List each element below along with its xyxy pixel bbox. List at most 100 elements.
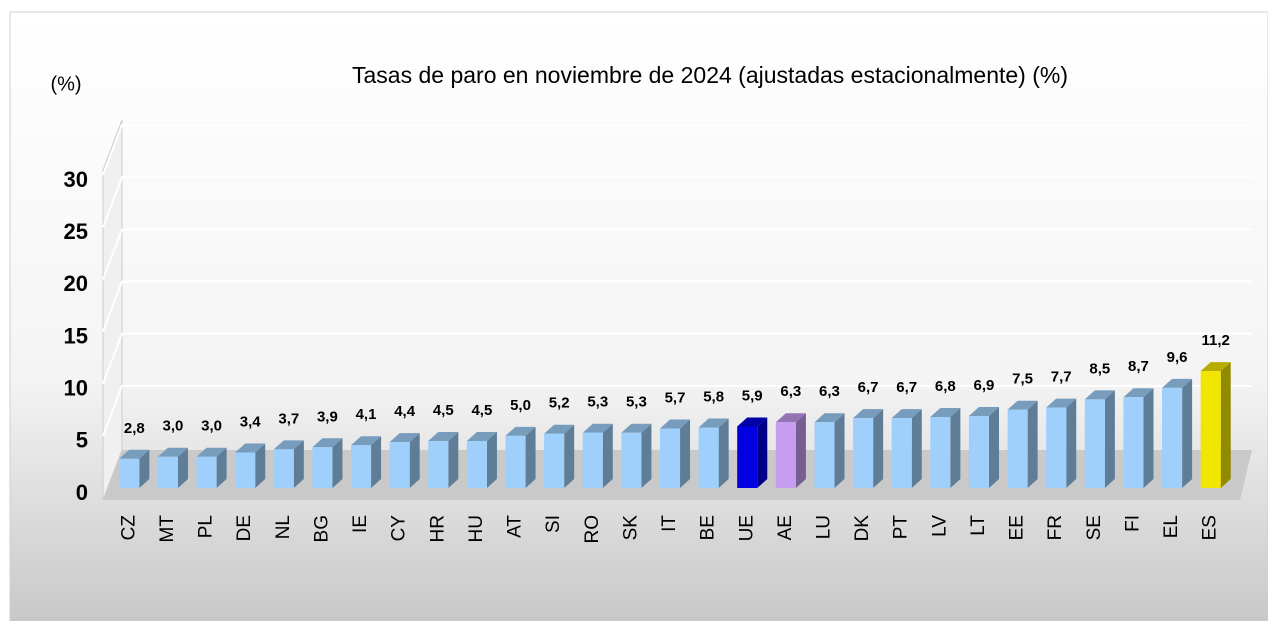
- bar: [698, 418, 729, 488]
- value-label: 7,5: [1012, 371, 1033, 388]
- bar-top: [544, 424, 575, 434]
- bar-side: [448, 432, 459, 488]
- bar-front: [1046, 407, 1067, 488]
- y-tick-label: 5: [76, 428, 88, 453]
- bar-front: [350, 445, 372, 488]
- y-tick-label: 10: [64, 375, 88, 400]
- x-tick-label: IE: [350, 515, 371, 533]
- bar-front: [157, 456, 178, 488]
- bar-top: [1200, 362, 1231, 372]
- bar-front: [312, 447, 333, 488]
- value-label: 8,7: [1128, 358, 1149, 375]
- x-tick-label: AE: [775, 515, 796, 540]
- bar-top: [621, 423, 652, 433]
- bar-front: [775, 422, 796, 488]
- bar-front: [891, 418, 912, 488]
- y-tick-label: 25: [64, 219, 88, 244]
- bar-side: [795, 413, 806, 488]
- bar-top: [814, 413, 845, 423]
- bar-front: [853, 418, 874, 488]
- bar-side: [718, 418, 729, 488]
- bar-top: [1046, 398, 1077, 408]
- y-tick-label: 20: [64, 271, 88, 296]
- value-label: 2,8: [124, 420, 145, 437]
- value-label: 8,5: [1089, 360, 1110, 377]
- x-tick-label: MT: [157, 515, 178, 543]
- value-label: 6,8: [935, 378, 956, 395]
- x-tick-label: FR: [1045, 515, 1066, 540]
- bar: [968, 407, 1000, 488]
- bar: [312, 438, 343, 488]
- bar-top: [853, 409, 884, 419]
- bar: [389, 433, 420, 488]
- x-tick-label: SK: [620, 515, 641, 541]
- bar-front: [196, 456, 217, 488]
- bar-side: [950, 408, 961, 488]
- x-tick-label: DE: [234, 515, 255, 541]
- value-label: 4,5: [433, 402, 454, 419]
- bar: [157, 447, 188, 488]
- bar-front: [621, 432, 642, 488]
- x-tick-label: LT: [968, 515, 989, 536]
- bar-side: [602, 423, 613, 488]
- value-label: 5,9: [742, 387, 763, 404]
- x-tick-label: HR: [427, 515, 448, 542]
- bar: [582, 423, 613, 488]
- x-tick-label: EL: [1161, 515, 1182, 538]
- bar-side: [873, 409, 884, 488]
- bar: [544, 424, 575, 488]
- bar-side: [332, 438, 343, 488]
- bar-side: [1182, 378, 1193, 488]
- value-label: 5,8: [703, 388, 724, 405]
- x-tick-label: EE: [1007, 515, 1028, 540]
- bar-front: [582, 432, 603, 488]
- bar: [737, 417, 768, 488]
- bar: [1123, 388, 1154, 488]
- bar: [428, 432, 459, 488]
- x-tick-label: BE: [698, 515, 719, 540]
- x-tick-label: BG: [311, 515, 332, 542]
- value-label: 9,6: [1167, 349, 1188, 366]
- bar-side: [1027, 400, 1038, 488]
- x-tick-label: HU: [466, 515, 487, 542]
- x-tick-label: NL: [273, 515, 294, 539]
- value-label: 4,4: [394, 403, 416, 420]
- bar: [505, 426, 536, 488]
- bar-top: [389, 433, 420, 443]
- bar-front: [930, 417, 951, 488]
- bar-side: [989, 407, 1000, 488]
- value-label: 3,0: [201, 418, 222, 435]
- x-tick-label: DK: [852, 515, 873, 542]
- x-tick-label: CZ: [118, 515, 139, 541]
- value-label: 6,3: [819, 383, 840, 400]
- bar-side: [486, 432, 497, 488]
- x-tick-label: ES: [1200, 515, 1221, 540]
- bar-front: [814, 422, 835, 488]
- bar-top: [582, 423, 613, 433]
- bar-side: [255, 443, 266, 488]
- value-label: 4,5: [471, 402, 492, 419]
- value-label: 6,7: [858, 379, 879, 396]
- grid-line: [102, 228, 1252, 280]
- bar: [1046, 398, 1077, 488]
- panel: [9, 11, 1268, 621]
- bar: [235, 443, 266, 488]
- bar-top: [1162, 378, 1193, 388]
- bar: [930, 408, 961, 488]
- value-label: 5,2: [549, 395, 570, 412]
- bar: [659, 419, 691, 488]
- bar: [1084, 390, 1115, 488]
- bar-top: [1084, 390, 1115, 400]
- bar-top: [505, 426, 536, 436]
- x-tick-label: LV: [929, 515, 950, 537]
- x-tick-label: PT: [891, 515, 912, 540]
- bar-top: [312, 438, 343, 448]
- bar-side: [641, 423, 652, 488]
- value-label: 5,7: [665, 389, 686, 406]
- bar-side: [757, 417, 768, 488]
- bar: [1200, 362, 1231, 488]
- bar: [1007, 400, 1038, 488]
- x-tick-label: SI: [543, 515, 564, 533]
- bar-side: [1220, 362, 1231, 488]
- bar-top: [775, 413, 806, 423]
